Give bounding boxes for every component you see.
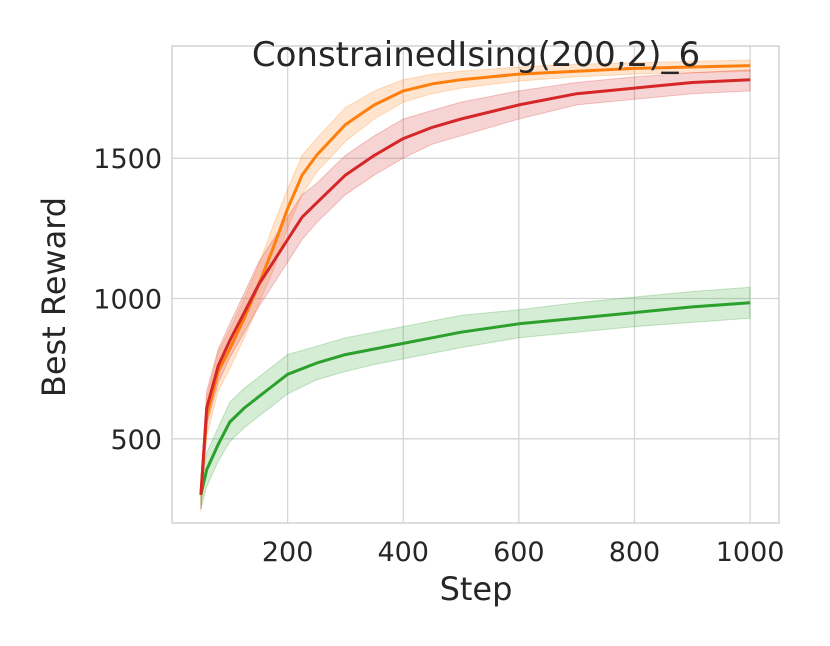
x-tick-label: 400	[377, 537, 429, 568]
grid	[172, 46, 779, 523]
x-tick-label: 800	[609, 537, 661, 568]
x-tick-label: 200	[262, 537, 314, 568]
series-0-line	[199, 64, 751, 496]
y-tick-label: 1500	[93, 144, 162, 175]
chart-title: ConstrainedIsing(200,2)_6	[252, 35, 700, 75]
plot-frame	[171, 45, 780, 524]
series-1-band	[200, 69, 751, 510]
series-2-band	[200, 286, 751, 510]
y-tick-label: 500	[110, 425, 162, 456]
series-0-band	[200, 59, 751, 512]
series-2-line	[199, 301, 751, 496]
series-1-line	[199, 78, 751, 495]
tick-labels: 200 400 600 800 1000 500 1000 1500	[93, 144, 784, 568]
y-axis-label: Best Reward	[35, 197, 73, 397]
x-axis-label: Step	[440, 570, 513, 608]
series-lines	[199, 64, 751, 496]
x-tick-label: 600	[493, 537, 545, 568]
y-tick-label: 1000	[93, 285, 162, 316]
confidence-bands	[200, 59, 751, 512]
x-tick-label: 1000	[716, 537, 785, 568]
